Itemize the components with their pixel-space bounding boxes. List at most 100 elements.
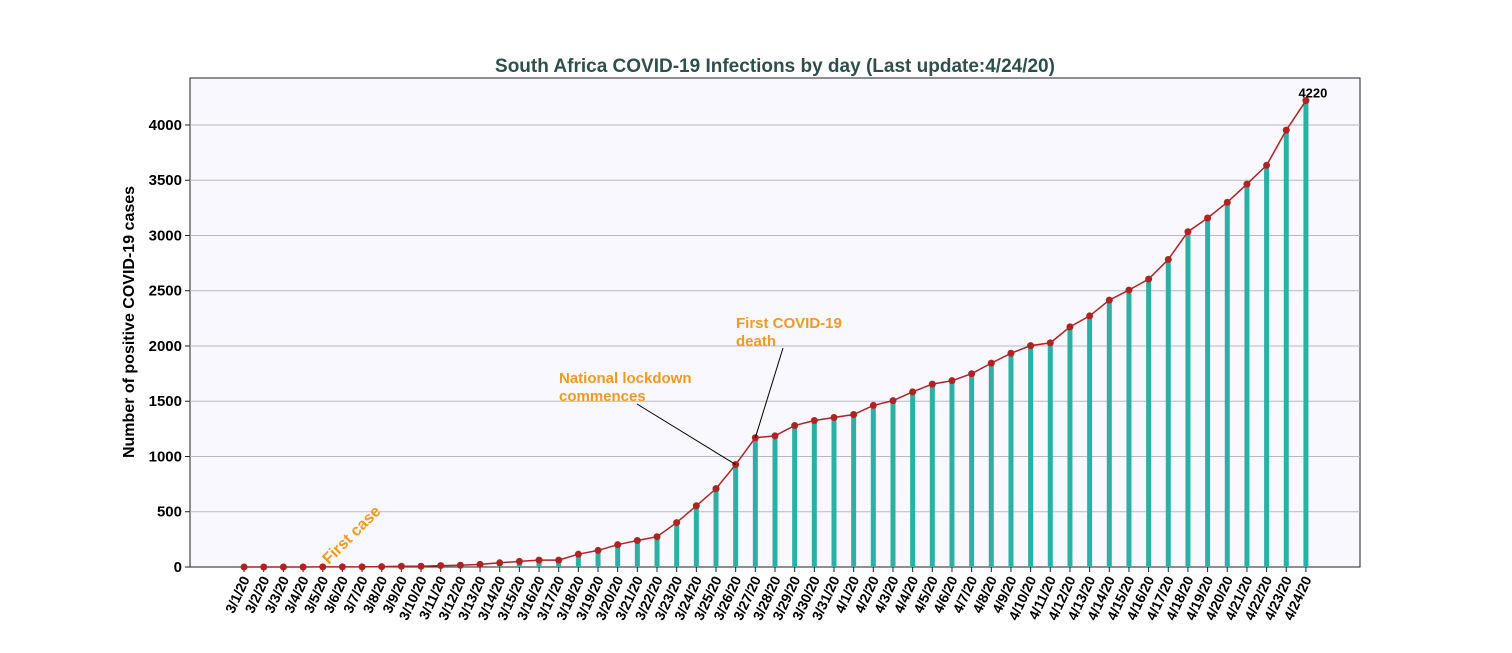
point xyxy=(1283,127,1290,134)
bar xyxy=(792,426,797,567)
bar xyxy=(674,523,679,567)
bar xyxy=(1205,218,1210,567)
point xyxy=(260,564,267,571)
bar xyxy=(714,489,719,567)
chart-title: South Africa COVID-19 Infections by day … xyxy=(495,56,1055,77)
bar xyxy=(1126,290,1131,567)
point xyxy=(1125,287,1132,294)
point xyxy=(929,381,936,388)
bar xyxy=(733,465,738,567)
bar xyxy=(1048,343,1053,567)
point xyxy=(300,564,307,571)
bar xyxy=(890,401,895,567)
y-tick-label: 1000 xyxy=(149,448,182,465)
point xyxy=(359,563,366,570)
point xyxy=(870,402,877,409)
bar xyxy=(812,420,817,567)
point xyxy=(555,557,562,564)
point xyxy=(496,559,503,566)
point xyxy=(1086,312,1093,319)
point xyxy=(437,562,444,569)
bar xyxy=(949,381,954,567)
y-tick-label: 0 xyxy=(174,559,182,576)
y-tick-label: 3000 xyxy=(149,227,182,244)
bar xyxy=(773,436,778,567)
y-axis-label: Number of positive COVID-19 cases xyxy=(121,186,138,458)
annotation: National lockdown xyxy=(559,370,692,387)
point xyxy=(654,533,661,540)
point xyxy=(1165,256,1172,263)
point xyxy=(319,563,326,570)
bar xyxy=(930,384,935,567)
point xyxy=(1243,181,1250,188)
point xyxy=(713,485,720,492)
point xyxy=(1224,199,1231,206)
point xyxy=(536,557,543,564)
bar xyxy=(1264,165,1269,567)
point xyxy=(948,377,955,384)
bar xyxy=(635,540,640,567)
point xyxy=(693,502,700,509)
bar xyxy=(871,405,876,567)
point xyxy=(595,547,602,554)
point xyxy=(516,558,523,565)
y-tick-label: 2000 xyxy=(149,338,182,355)
point xyxy=(634,537,641,544)
bar xyxy=(1028,346,1033,567)
point xyxy=(418,563,425,570)
bar xyxy=(969,374,974,567)
bar xyxy=(1107,300,1112,567)
y-tick-label: 2500 xyxy=(149,283,182,300)
point xyxy=(280,564,287,571)
y-tick-label: 4000 xyxy=(149,117,182,134)
point xyxy=(850,411,857,418)
point xyxy=(1047,339,1054,346)
point xyxy=(1145,276,1152,283)
point xyxy=(673,519,680,526)
annotation: death xyxy=(736,333,776,350)
point xyxy=(398,563,405,570)
point xyxy=(339,563,346,570)
point xyxy=(1066,323,1073,330)
bar xyxy=(1303,101,1308,567)
point xyxy=(1027,342,1034,349)
point xyxy=(1184,228,1191,235)
point xyxy=(614,541,621,548)
data-label: 4220 xyxy=(1298,86,1327,101)
bar xyxy=(831,417,836,567)
point xyxy=(889,397,896,404)
bar xyxy=(1225,202,1230,567)
point xyxy=(791,422,798,429)
bar xyxy=(1185,232,1190,567)
point xyxy=(477,561,484,568)
point xyxy=(830,414,837,421)
point xyxy=(811,417,818,424)
bar xyxy=(910,392,915,567)
bar xyxy=(1067,327,1072,567)
bar xyxy=(851,414,856,567)
point xyxy=(457,562,464,569)
bar xyxy=(694,506,699,567)
point xyxy=(988,360,995,367)
point xyxy=(1106,297,1113,304)
annotation: First COVID-19 xyxy=(736,315,842,332)
point xyxy=(772,432,779,439)
point xyxy=(1007,350,1014,357)
bar xyxy=(989,363,994,567)
point xyxy=(1204,215,1211,222)
point xyxy=(241,564,248,571)
point xyxy=(968,370,975,377)
bar xyxy=(1146,279,1151,567)
bar xyxy=(1166,259,1171,567)
y-tick-label: 500 xyxy=(157,504,182,521)
point xyxy=(575,551,582,558)
bar xyxy=(1244,184,1249,567)
y-tick-label: 3500 xyxy=(149,172,182,189)
point xyxy=(378,563,385,570)
point xyxy=(909,388,916,395)
y-tick-label: 1500 xyxy=(149,393,182,410)
point xyxy=(1263,162,1270,169)
bar xyxy=(1284,130,1289,567)
bar xyxy=(753,438,758,567)
